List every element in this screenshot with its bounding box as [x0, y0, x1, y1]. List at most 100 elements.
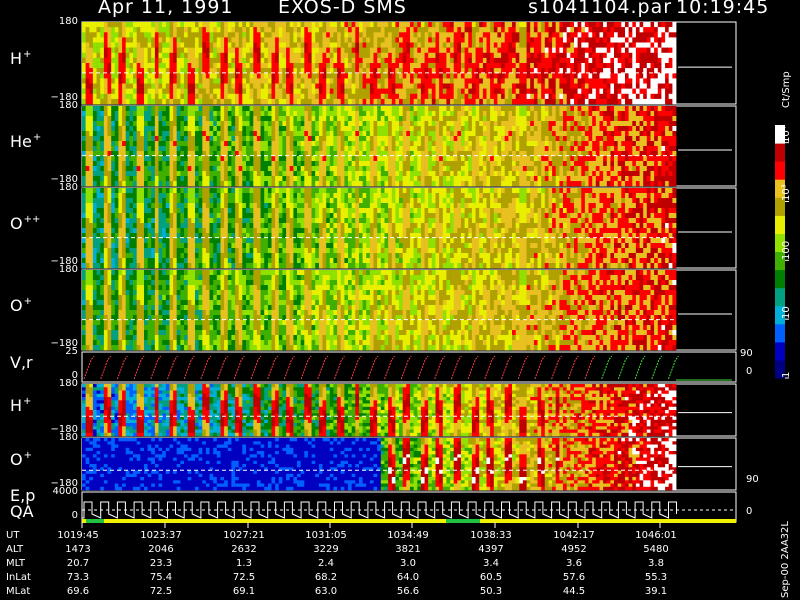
panel-1-pixel: [231, 78, 236, 84]
panel-2-pixel: [329, 106, 334, 112]
panel-1-pixel: [581, 68, 586, 74]
panel-1-pixel: [479, 68, 484, 74]
panel-2-pixel: [82, 161, 86, 167]
panel-2-pixel: [114, 181, 119, 187]
panel-1-pixel: [136, 22, 141, 28]
panel-2-pixel: [457, 181, 462, 187]
panel-2-pixel: [256, 106, 261, 112]
panel-1-pixel: [191, 78, 196, 84]
panel-2-pixel: [380, 156, 385, 162]
panel-1-pixel: [599, 63, 604, 69]
panel-1-pixel: [114, 52, 119, 59]
panel-1-pixel: [537, 78, 542, 84]
panel-2-pixel: [293, 176, 298, 182]
panel-1-pixel: [431, 88, 436, 94]
panel-1-pixel: [89, 88, 94, 94]
panel-2-pixel: [114, 141, 119, 147]
panel-2-pixel: [89, 131, 94, 137]
panel-1-pixel: [267, 47, 272, 53]
panel-2-pixel: [176, 181, 181, 187]
panel-2-pixel: [584, 136, 589, 142]
panel-2-pixel: [249, 176, 254, 182]
panel-1-pixel: [92, 88, 97, 94]
panel-1-pixel: [654, 22, 659, 28]
panel-1-pixel: [384, 78, 389, 84]
panel-1-pixel: [410, 73, 414, 79]
panel-1-pixel: [555, 83, 560, 89]
panel-1-pixel: [533, 57, 538, 64]
panel-1-pixel: [326, 88, 331, 94]
panel-1-pixel: [541, 47, 546, 53]
panel-2-pixel: [220, 161, 225, 167]
panel-2-pixel: [533, 161, 538, 167]
panel-2-pixel: [85, 176, 90, 182]
panel-2-pixel: [504, 116, 509, 122]
panel-2-pixel: [275, 171, 280, 177]
panel-2-pixel: [256, 171, 261, 177]
panel-2-pixel: [289, 156, 294, 162]
panel-1-pixel: [377, 88, 382, 94]
panel-1-pixel: [643, 98, 648, 105]
panel-1-pixel: [351, 57, 356, 64]
panel-1-pixel: [457, 98, 462, 105]
panel-1-pixel: [311, 93, 316, 100]
panel-2-pixel: [89, 151, 94, 157]
panel-2-pixel: [89, 116, 94, 122]
panel-1-pixel: [311, 32, 316, 38]
panel-1-pixel: [657, 37, 662, 43]
panel-1-pixel: [632, 73, 637, 79]
panel-2-pixel: [399, 146, 403, 152]
panel-2-pixel: [304, 126, 309, 132]
panel-1-pixel: [548, 88, 553, 94]
panel-1-pixel: [574, 47, 578, 53]
panel-1-pixel: [267, 37, 272, 43]
panel-2-pixel: [300, 181, 305, 187]
panel-2-pixel: [468, 136, 473, 142]
panel-2-pixel: [329, 141, 334, 147]
panel-2-pixel: [431, 121, 436, 127]
panel-2-pixel: [395, 176, 400, 182]
panel-1-pixel: [446, 98, 451, 105]
panel-1-pixel: [380, 73, 385, 79]
panel-2-pixel: [300, 171, 305, 177]
panel-2-pixel: [522, 106, 527, 112]
panel-2-pixel: [300, 126, 305, 132]
panel-1-pixel: [581, 78, 586, 84]
panel-1-pixel: [362, 52, 367, 59]
panel-1-pixel: [646, 47, 651, 53]
panel-2-pixel: [89, 181, 94, 187]
panel-1-pixel: [614, 98, 618, 105]
panel-1-pixel: [628, 83, 633, 89]
panel-2-pixel: [267, 121, 272, 127]
panel-1-pixel: [654, 63, 659, 69]
panel-1-pixel: [195, 63, 199, 69]
panel-1-pixel: [100, 47, 105, 53]
panel-1-pixel: [107, 57, 112, 64]
panel-1-pixel: [220, 32, 225, 38]
panel-1-pixel: [158, 37, 163, 43]
panel-1-pixel: [519, 47, 524, 53]
panel-1-pixel: [114, 83, 119, 89]
panel-2-pixel: [198, 131, 203, 137]
panel-2-pixel: [570, 131, 575, 137]
panel-2-pixel: [289, 121, 294, 127]
panel-2-pixel: [267, 176, 272, 182]
panel-2-pixel: [187, 121, 192, 127]
panel-2-pixel: [231, 161, 236, 167]
panel-2-pixel: [384, 161, 389, 167]
panel-2-pixel: [147, 161, 152, 167]
panel-2-pixel: [479, 116, 484, 122]
panel-2-pixel: [595, 161, 600, 167]
panel-2-pixel: [122, 141, 127, 147]
panel-2-pixel: [337, 131, 342, 137]
panel-1-pixel: [515, 78, 520, 84]
panel-1-pixel: [293, 63, 298, 69]
panel-1-pixel: [566, 22, 571, 28]
panel-1-pixel: [278, 78, 283, 84]
panel-2-pixel: [231, 176, 236, 182]
panel-1-pixel: [417, 32, 422, 38]
panel-2-pixel: [490, 116, 495, 122]
panel-2-pixel: [118, 181, 123, 187]
panel-1-pixel: [457, 68, 462, 74]
panel-1-pixel: [420, 88, 425, 94]
